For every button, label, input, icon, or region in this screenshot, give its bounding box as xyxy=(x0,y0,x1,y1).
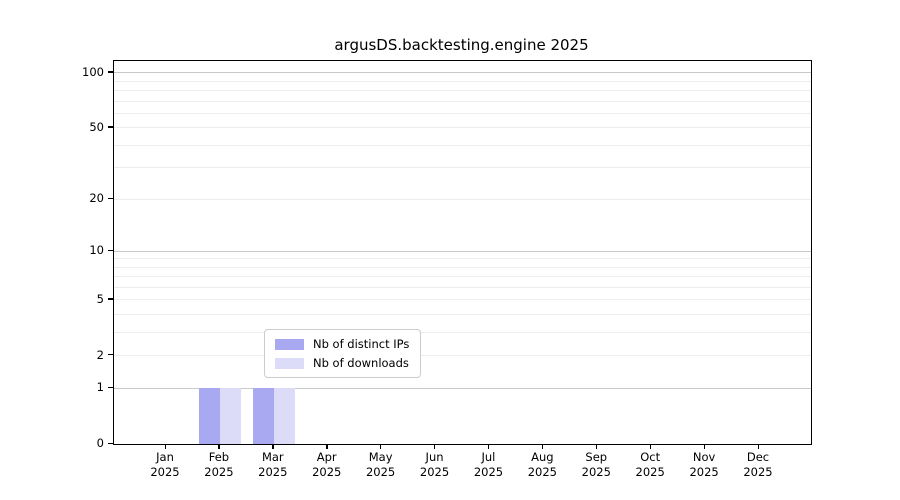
gridline-minor xyxy=(114,90,811,92)
x-tick-label-sep: Sep 2025 xyxy=(581,450,611,479)
y-tick-label: 20 xyxy=(89,191,104,206)
y-tick-mark xyxy=(108,442,113,444)
y-tick-mark xyxy=(108,249,113,251)
x-tick-mark xyxy=(164,444,166,449)
x-tick-label-jun: Jun 2025 xyxy=(419,450,450,479)
x-tick-label-aug: Aug 2025 xyxy=(527,450,557,479)
x-tick-mark xyxy=(649,444,651,449)
x-tick-mark xyxy=(541,444,544,449)
legend-label: Nb of distinct IPs xyxy=(313,337,410,351)
x-tick-mark xyxy=(218,444,220,449)
x-tick-mark xyxy=(380,444,382,449)
legend-label: Nb of downloads xyxy=(313,356,409,370)
y-tick-label: 50 xyxy=(89,119,104,134)
x-tick-label-mar: Mar 2025 xyxy=(258,450,288,479)
legend: Nb of distinct IPs Nb of downloads xyxy=(264,329,422,378)
y-tick-label: 1 xyxy=(96,380,104,395)
legend-entry: Nb of distinct IPs xyxy=(275,337,409,351)
x-tick-label-jan: Jan 2025 xyxy=(150,450,180,479)
gridline-minor xyxy=(114,112,811,114)
gridline-minor xyxy=(114,100,811,102)
gridline-minor xyxy=(114,286,811,288)
gridline-minor xyxy=(114,314,811,316)
y-tick-mark xyxy=(108,386,113,389)
y-tick-mark xyxy=(108,126,113,128)
y-tick-mark xyxy=(108,298,113,300)
y-tick-mark xyxy=(108,354,113,356)
x-tick-label-may: May 2025 xyxy=(365,450,396,479)
y-tick-mark xyxy=(108,197,113,199)
gridline-major xyxy=(114,72,811,74)
gridline-minor xyxy=(114,258,811,260)
legend-swatch-icon xyxy=(275,338,304,350)
gridline-major xyxy=(114,387,811,389)
y-tick-label: 2 xyxy=(96,347,104,362)
x-tick-label-oct: Oct 2025 xyxy=(635,450,665,479)
gridline-minor xyxy=(114,332,811,333)
y-tick-label: 0 xyxy=(96,436,104,450)
gridline-minor xyxy=(114,198,811,200)
legend-swatch-icon xyxy=(275,357,304,369)
gridline-minor xyxy=(114,276,811,278)
bar-mar-s0 xyxy=(252,388,274,444)
bar-feb-s0 xyxy=(198,388,220,444)
x-tick-mark xyxy=(434,444,436,449)
x-tick-label-jul: Jul 2025 xyxy=(473,450,504,479)
y-tick-label: 10 xyxy=(89,243,104,258)
gridline-minor xyxy=(114,127,811,129)
bar-feb-s1 xyxy=(219,388,241,444)
x-tick-label-dec: Dec 2025 xyxy=(743,450,773,479)
gridline-minor xyxy=(114,266,811,268)
x-tick-label-nov: Nov 2025 xyxy=(689,450,719,479)
gridline-minor xyxy=(114,80,811,82)
bar-mar-s1 xyxy=(273,388,295,444)
plot-area xyxy=(113,60,812,445)
gridline-minor xyxy=(114,167,811,169)
gridline-major xyxy=(114,250,811,252)
gridline-minor xyxy=(114,144,811,146)
legend-entry: Nb of downloads xyxy=(275,356,409,370)
x-tick-label-apr: Apr 2025 xyxy=(312,450,342,479)
x-tick-mark xyxy=(703,444,705,449)
gridline-minor xyxy=(114,299,811,301)
gridline-minor xyxy=(114,355,811,357)
x-tick-mark xyxy=(272,444,274,449)
x-tick-mark xyxy=(757,444,759,449)
x-tick-mark xyxy=(487,444,490,449)
x-tick-label-feb: Feb 2025 xyxy=(204,450,234,479)
y-tick-label: 100 xyxy=(82,64,104,79)
x-tick-mark xyxy=(595,444,598,449)
y-tick-label: 5 xyxy=(96,291,104,306)
x-tick-mark xyxy=(326,444,328,449)
chart-title: argusDS.backtesting.engine 2025 xyxy=(334,36,589,54)
y-tick-mark xyxy=(108,71,113,73)
